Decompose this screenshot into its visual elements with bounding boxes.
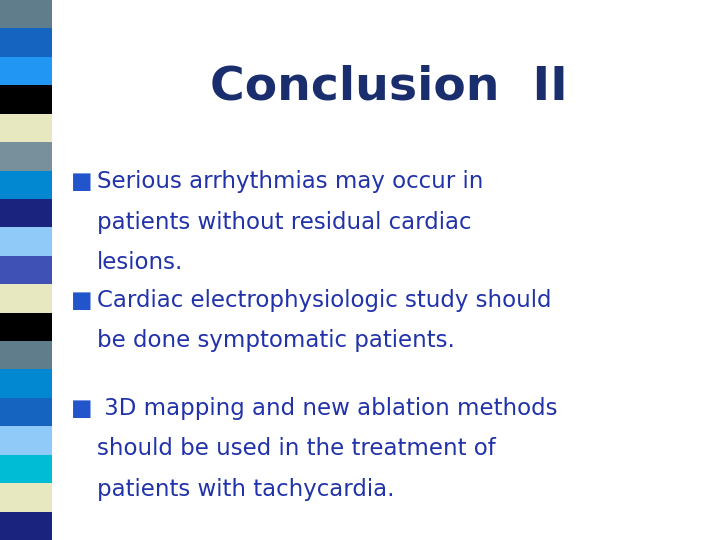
Bar	[0, 85, 52, 114]
Bar	[63, 0, 65, 540]
Bar	[68, 0, 69, 540]
Bar	[78, 0, 80, 540]
Bar	[58, 0, 60, 540]
Bar	[76, 0, 77, 540]
Bar	[0, 455, 52, 483]
Bar	[74, 0, 76, 540]
Bar	[69, 0, 71, 540]
Bar	[0, 227, 52, 256]
Bar	[80, 0, 81, 540]
Bar	[0, 57, 52, 85]
Bar	[0, 171, 52, 199]
Bar	[0, 0, 52, 29]
Bar	[72, 0, 74, 540]
Bar	[0, 483, 52, 511]
Bar	[71, 0, 72, 540]
Bar	[77, 0, 78, 540]
Text: lesions.: lesions.	[97, 251, 184, 274]
Bar	[66, 0, 68, 540]
Text: ■: ■	[71, 289, 92, 312]
Bar	[65, 0, 66, 540]
Text: patients without residual cardiac: patients without residual cardiac	[97, 211, 472, 234]
Bar	[0, 369, 52, 398]
Bar	[61, 0, 63, 540]
Bar	[52, 0, 53, 540]
Text: patients with tachycardia.: patients with tachycardia.	[97, 478, 395, 501]
Text: Cardiac electrophysiologic study should: Cardiac electrophysiologic study should	[97, 289, 552, 312]
Bar	[0, 313, 52, 341]
Bar	[0, 341, 52, 369]
Bar	[0, 29, 52, 57]
Bar	[81, 0, 84, 540]
Bar	[53, 0, 55, 540]
Bar	[57, 0, 58, 540]
Bar	[0, 199, 52, 227]
Text: 3D mapping and new ablation methods: 3D mapping and new ablation methods	[97, 397, 558, 420]
Bar	[0, 284, 52, 313]
Bar	[0, 114, 52, 142]
Text: be done symptomatic patients.: be done symptomatic patients.	[97, 329, 455, 353]
Text: should be used in the treatment of: should be used in the treatment of	[97, 437, 496, 461]
Text: Serious arrhythmias may occur in: Serious arrhythmias may occur in	[97, 170, 484, 193]
Bar	[0, 256, 52, 284]
Bar	[60, 0, 61, 540]
Text: ■: ■	[71, 170, 92, 193]
Bar	[0, 511, 52, 540]
Text: Conclusion  II: Conclusion II	[210, 65, 567, 110]
Bar	[0, 426, 52, 455]
Bar	[0, 142, 52, 171]
Bar	[55, 0, 57, 540]
Bar	[0, 398, 52, 426]
Text: ■: ■	[71, 397, 92, 420]
